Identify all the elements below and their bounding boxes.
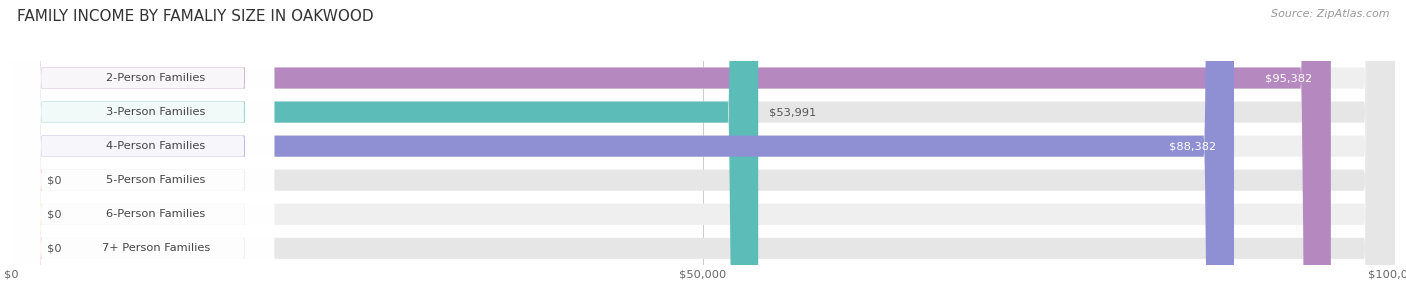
Text: 2-Person Families: 2-Person Families bbox=[107, 73, 205, 83]
Text: 7+ Person Families: 7+ Person Families bbox=[101, 243, 209, 253]
Text: 5-Person Families: 5-Person Families bbox=[105, 175, 205, 185]
FancyBboxPatch shape bbox=[11, 0, 1395, 305]
Text: Source: ZipAtlas.com: Source: ZipAtlas.com bbox=[1271, 9, 1389, 19]
FancyBboxPatch shape bbox=[11, 0, 1395, 305]
Text: FAMILY INCOME BY FAMALIY SIZE IN OAKWOOD: FAMILY INCOME BY FAMALIY SIZE IN OAKWOOD bbox=[17, 9, 374, 24]
FancyBboxPatch shape bbox=[11, 0, 1395, 305]
Text: 3-Person Families: 3-Person Families bbox=[105, 107, 205, 117]
Text: 6-Person Families: 6-Person Families bbox=[107, 209, 205, 219]
FancyBboxPatch shape bbox=[11, 0, 1395, 305]
Text: $0: $0 bbox=[48, 209, 62, 219]
FancyBboxPatch shape bbox=[11, 0, 1234, 305]
Text: 4-Person Families: 4-Person Families bbox=[107, 141, 205, 151]
Text: $0: $0 bbox=[48, 243, 62, 253]
Text: $53,991: $53,991 bbox=[769, 107, 817, 117]
FancyBboxPatch shape bbox=[11, 0, 274, 305]
FancyBboxPatch shape bbox=[11, 0, 1395, 305]
FancyBboxPatch shape bbox=[11, 0, 1395, 305]
FancyBboxPatch shape bbox=[11, 0, 274, 305]
FancyBboxPatch shape bbox=[11, 0, 758, 305]
Text: $88,382: $88,382 bbox=[1168, 141, 1216, 151]
FancyBboxPatch shape bbox=[6, 0, 42, 305]
FancyBboxPatch shape bbox=[11, 0, 274, 305]
FancyBboxPatch shape bbox=[11, 0, 1331, 305]
FancyBboxPatch shape bbox=[11, 0, 274, 305]
FancyBboxPatch shape bbox=[6, 0, 42, 305]
Text: $95,382: $95,382 bbox=[1265, 73, 1313, 83]
FancyBboxPatch shape bbox=[11, 0, 274, 305]
FancyBboxPatch shape bbox=[11, 0, 274, 305]
Text: $0: $0 bbox=[48, 175, 62, 185]
FancyBboxPatch shape bbox=[6, 0, 42, 305]
